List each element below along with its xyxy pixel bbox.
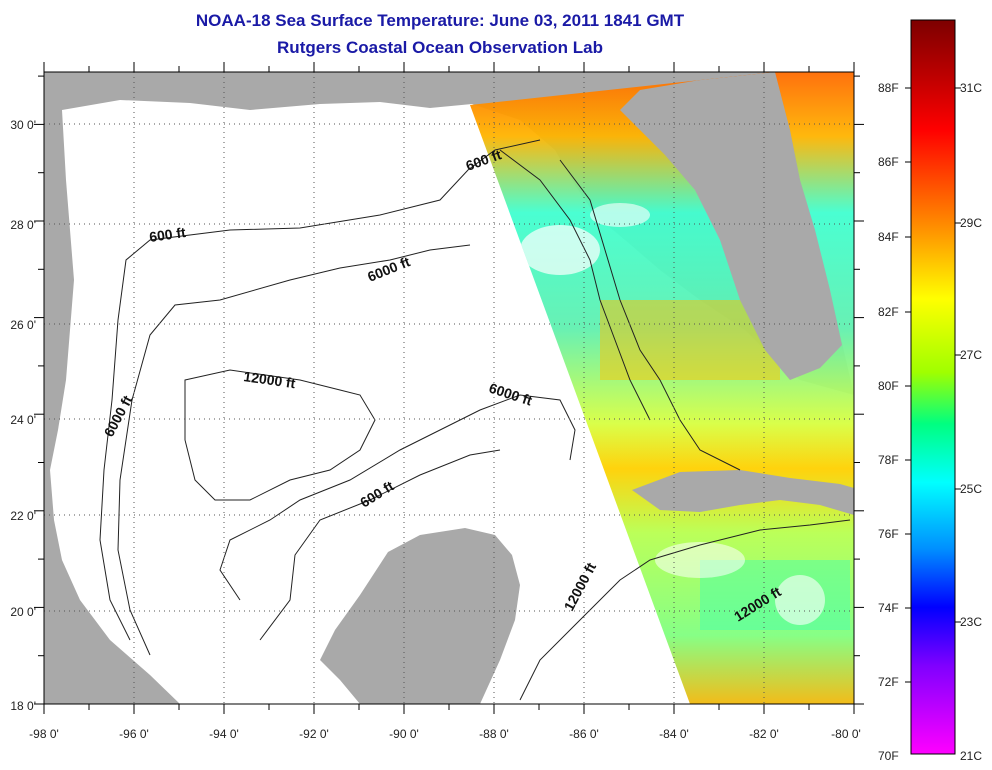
lon-label: -84 0': [659, 727, 689, 741]
contour-label: 12000 ft: [243, 368, 297, 391]
colorbar-c-label: 21C: [960, 749, 982, 763]
colorbar-f-label: 70F: [878, 749, 899, 763]
colorbar-gradient: [910, 19, 956, 755]
colorbar: 88F 86F 84F 82F 80F 78F 76F 74F 72F 70F …: [878, 19, 982, 763]
colorbar-ticks: [905, 87, 961, 683]
axis-ticks: [34, 62, 864, 714]
lon-label: -88 0': [479, 727, 509, 741]
lat-axis-labels: 30 0' 28 0' 26 0' 24 0' 22 0' 20 0' 18 0…: [10, 118, 36, 713]
map-area: [44, 72, 854, 704]
colorbar-c-label: 23C: [960, 615, 982, 629]
yucatan-land: [320, 528, 520, 704]
contour-label: 600 ft: [148, 224, 187, 245]
colorbar-c-label: 25C: [960, 482, 982, 496]
lat-label: 22 0': [10, 509, 36, 523]
lon-label: -98 0': [29, 727, 59, 741]
colorbar-f-label: 78F: [878, 453, 899, 467]
lat-label: 24 0': [10, 413, 36, 427]
map-title: NOAA-18 Sea Surface Temperature: June 03…: [195, 11, 685, 30]
depth-contours: [99, 139, 851, 701]
lon-label: -96 0': [119, 727, 149, 741]
lon-label: -82 0': [749, 727, 779, 741]
colorbar-f-label: 74F: [878, 601, 899, 615]
colorbar-f-label: 76F: [878, 527, 899, 541]
colorbar-f-label: 72F: [878, 675, 899, 689]
colorbar-c-label: 27C: [960, 348, 982, 362]
lon-label: -80 0': [831, 727, 861, 741]
colorbar-f-label: 84F: [878, 230, 899, 244]
lat-label: 30 0': [10, 118, 36, 132]
colorbar-f-label: 88F: [878, 81, 899, 95]
lat-label: 20 0': [10, 605, 36, 619]
graticule: [44, 72, 854, 704]
lon-label: -92 0': [299, 727, 329, 741]
lon-label: -90 0': [389, 727, 419, 741]
colorbar-f-label: 82F: [878, 305, 899, 319]
lat-label: 28 0': [10, 218, 36, 232]
colorbar-f-label: 86F: [878, 155, 899, 169]
lon-label: -86 0': [569, 727, 599, 741]
colorbar-f-label: 80F: [878, 379, 899, 393]
lon-label: -94 0': [209, 727, 239, 741]
lat-label: 18 0': [10, 699, 36, 713]
lat-label: 26 0': [10, 318, 36, 332]
lon-axis-labels: -98 0' -96 0' -94 0' -92 0' -90 0' -88 0…: [29, 727, 861, 741]
colorbar-c-label: 31C: [960, 81, 982, 95]
colorbar-c-label: 29C: [960, 216, 982, 230]
map-subtitle: Rutgers Coastal Ocean Observation Lab: [277, 38, 603, 57]
